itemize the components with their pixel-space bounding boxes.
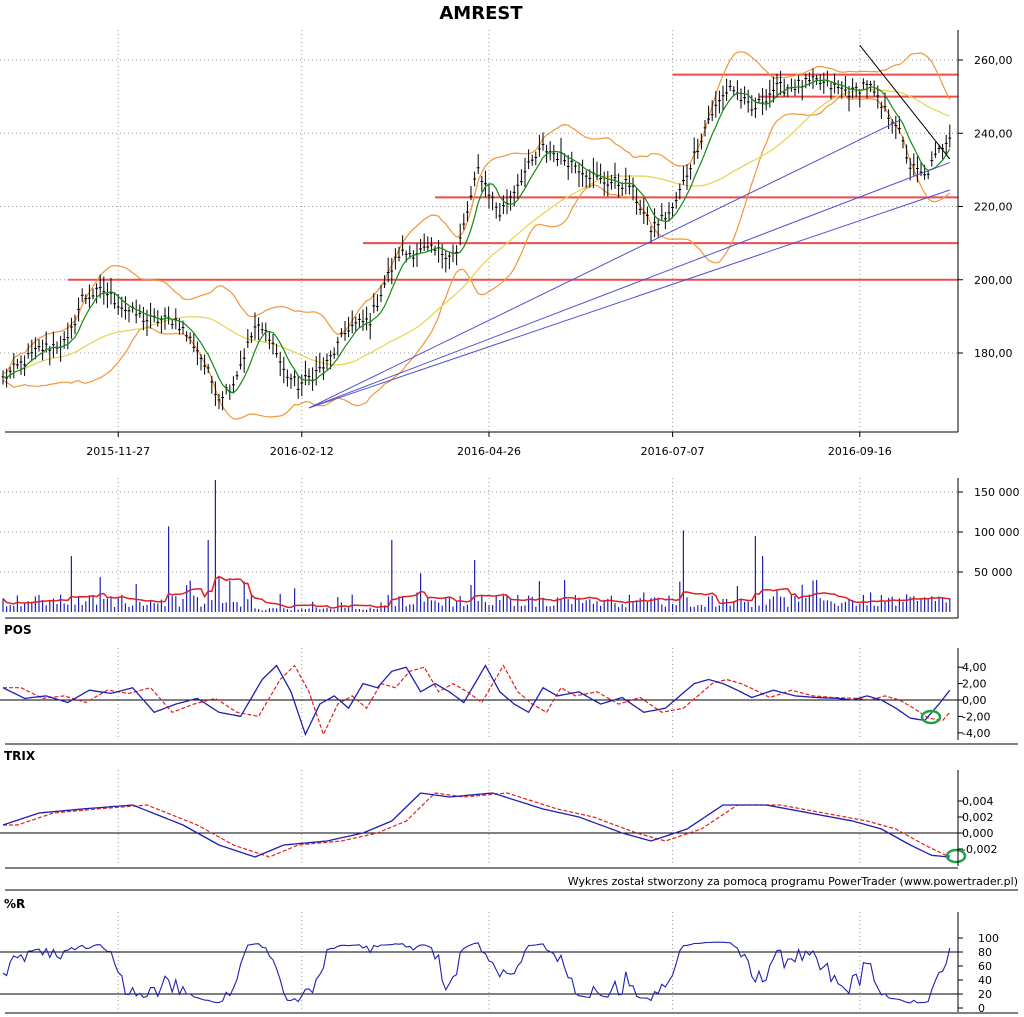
chart-title: AMREST [439, 3, 523, 24]
y-tick-label: 200,00 [974, 274, 1013, 287]
x-tick-label: 2016-04-26 [457, 445, 521, 458]
upper-bollinger-band [2, 51, 951, 374]
indicator-line [2, 664, 951, 737]
y-tick-label: -2,00 [962, 710, 990, 723]
williams-r-label: %R [4, 897, 25, 911]
y-tick-label: 2,00 [962, 678, 987, 691]
fan-trend-line [308, 119, 900, 409]
y-tick-label: 100 [978, 932, 999, 945]
y-tick-label: 0 [978, 1002, 985, 1015]
credit-text: Wykres został stworzony za pomocą progra… [568, 875, 1018, 888]
y-tick-label: 220,00 [974, 201, 1013, 214]
y-tick-label: 0,00 [962, 694, 987, 707]
y-tick-label: 20 [978, 988, 992, 1001]
y-tick-label: 0,000 [962, 827, 994, 840]
y-tick-label: 0,002 [962, 811, 994, 824]
volume-panel [2, 480, 951, 612]
fan-trend-line [308, 189, 950, 409]
highlight-circle [945, 848, 967, 864]
trix-panel [0, 792, 967, 864]
x-tick-label: 2015-11-27 [86, 445, 150, 458]
williams-r-panel [0, 941, 958, 1004]
signal-line [3, 664, 951, 736]
y-tick-label: 240,00 [974, 127, 1013, 140]
indicator-line [2, 792, 950, 858]
y-tick-label: -0,002 [962, 843, 997, 856]
x-tick-label: 2016-09-16 [828, 445, 892, 458]
long-moving-average [2, 88, 951, 379]
y-tick-label: 0,004 [962, 795, 994, 808]
y-tick-label: 260,00 [974, 54, 1013, 67]
y-tick-label: 60 [978, 960, 992, 973]
x-tick-label: 2016-02-12 [270, 445, 334, 458]
price-panel [1, 45, 958, 420]
y-tick-label: 100 000 [974, 526, 1020, 539]
short-moving-average [2, 79, 951, 394]
fan-trend-line [308, 162, 950, 409]
pos-label: POS [4, 623, 32, 637]
y-tick-label: 50 000 [974, 566, 1013, 579]
signal-line [3, 792, 950, 858]
y-tick-label: 180,00 [974, 347, 1013, 360]
williams-r-line [2, 941, 951, 1004]
y-tick-label: 150 000 [974, 486, 1020, 499]
y-tick-label: 4,00 [962, 661, 987, 674]
y-tick-label: 40 [978, 974, 992, 987]
trix-label: TRIX [4, 749, 36, 763]
grid-layer [0, 30, 958, 1012]
x-tick-label: 2016-07-07 [641, 445, 705, 458]
axes-layer: 2015-11-27 2016-02-12 2016-04-26 2016-07-07… [5, 30, 1020, 1015]
y-tick-label: 80 [978, 946, 992, 959]
y-tick-label: -4,00 [962, 727, 990, 740]
highlight-circle [920, 709, 942, 725]
falling-trend-line [859, 45, 951, 160]
volume-moving-average [2, 575, 950, 609]
lower-bollinger-band [2, 96, 951, 420]
pos-panel [0, 664, 958, 737]
